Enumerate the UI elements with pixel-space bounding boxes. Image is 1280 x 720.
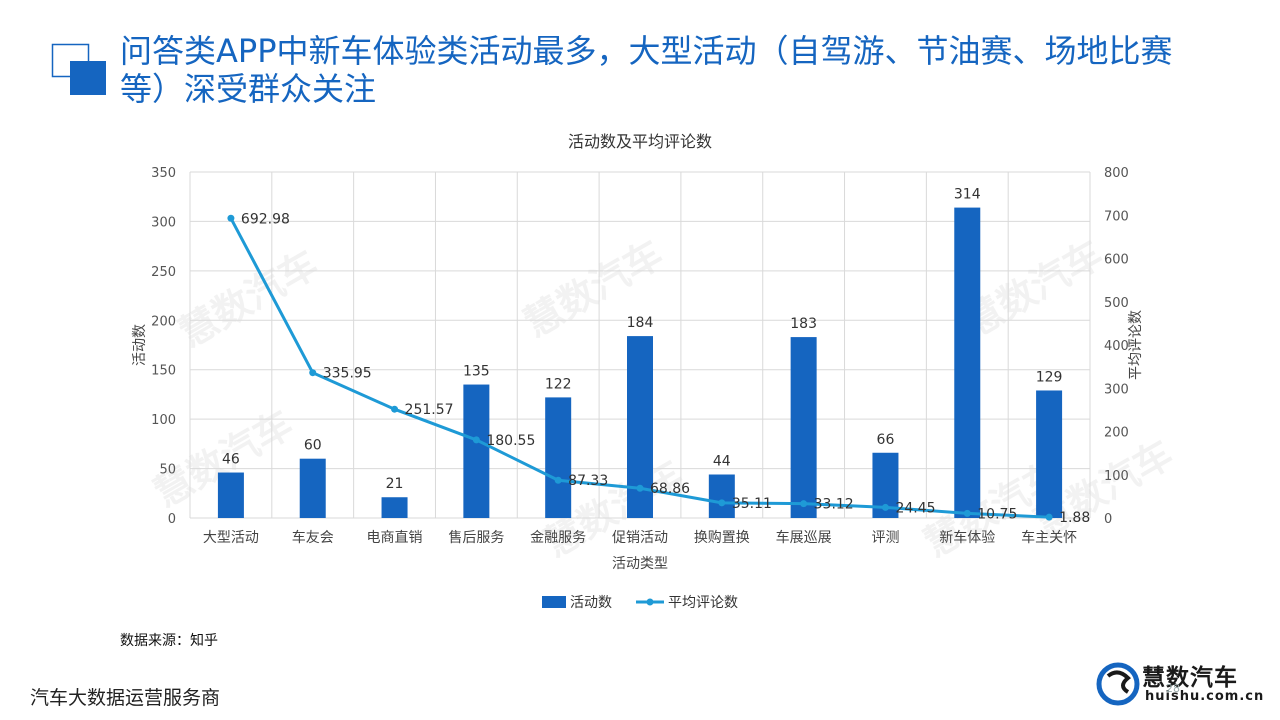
title-decoration [51, 43, 106, 95]
bar-data-label: 135 [463, 364, 490, 380]
x-tick-label: 新车体验 [939, 529, 995, 546]
line-point [227, 214, 235, 222]
x-tick-label: 评测 [871, 530, 899, 546]
bar-data-label: 46 [222, 452, 240, 468]
x-tick-label: 促销活动 [612, 530, 668, 546]
legend-bar-swatch [542, 596, 566, 608]
page-number: 28 [1166, 682, 1180, 695]
legend-line-marker [646, 598, 654, 606]
combo-chart: 慧数汽车慧数汽车慧数汽车慧数汽车慧数汽车慧数汽车慧数汽车活动数及平均评论数050… [132, 132, 1180, 611]
bar [954, 207, 981, 519]
y2-axis-title: 平均评论数 [1128, 310, 1144, 380]
y-tick-label: 350 [151, 166, 176, 181]
line-data-label: 335.95 [323, 366, 372, 382]
source-note: 数据来源：知乎 [120, 633, 218, 649]
watermark-text: 慧数汽车 [172, 242, 326, 356]
line-point [391, 405, 399, 413]
bar [381, 497, 408, 518]
x-tick-label: 金融服务 [530, 530, 586, 546]
legend-bar-label: 活动数 [570, 595, 612, 611]
y2-tick-label: 0 [1104, 512, 1112, 527]
logo-name: 慧数汽车 [1142, 665, 1238, 691]
footer-text: 汽车大数据运营服务商 [30, 687, 221, 709]
bar [217, 472, 244, 518]
y-tick-label: 200 [151, 314, 176, 329]
y2-tick-label: 300 [1104, 382, 1129, 397]
x-tick-label: 车展巡展 [776, 529, 832, 546]
x-tick-label: 大型活动 [203, 530, 259, 546]
bar [299, 458, 326, 518]
y2-tick-label: 100 [1104, 469, 1129, 484]
x-tick-label: 车友会 [292, 529, 334, 546]
bar-data-label: 184 [627, 315, 654, 331]
y-tick-label: 300 [151, 215, 176, 230]
bar [545, 397, 572, 518]
line-data-label: 87.33 [568, 473, 608, 489]
line-point [881, 503, 889, 511]
bar [790, 337, 817, 518]
bar-data-label: 122 [545, 376, 572, 392]
x-tick-label: 电商直销 [367, 529, 423, 546]
bar-data-label: 66 [877, 432, 895, 448]
line-data-label: 180.55 [486, 433, 535, 449]
line-point [554, 476, 562, 484]
line-data-label: 33.12 [814, 497, 854, 513]
y2-tick-label: 500 [1104, 296, 1129, 311]
line-data-label: 10.75 [977, 506, 1017, 522]
line-point [718, 499, 726, 507]
y-tick-label: 150 [151, 364, 176, 379]
y-axis-title: 活动数 [132, 324, 148, 366]
bar [463, 384, 490, 518]
bar-data-label: 60 [304, 438, 322, 454]
x-tick-label: 售后服务 [448, 530, 504, 546]
bar-data-label: 21 [386, 476, 404, 492]
line-data-label: 35.11 [732, 496, 772, 512]
line-data-label: 1.88 [1059, 510, 1090, 526]
line-point [800, 500, 808, 508]
bar-data-label: 129 [1036, 369, 1063, 385]
y-tick-label: 0 [168, 512, 176, 527]
bar [708, 474, 735, 518]
legend-line-label: 平均评论数 [668, 595, 738, 611]
line-point [963, 509, 971, 517]
huishu-logo-icon [1096, 662, 1140, 706]
x-tick-label: 车主关怀 [1021, 529, 1077, 546]
y2-tick-label: 400 [1104, 339, 1129, 354]
line-point [1045, 513, 1053, 521]
bar-data-label: 314 [954, 187, 981, 203]
y2-tick-label: 600 [1104, 253, 1129, 268]
bar [1036, 390, 1063, 518]
line-point [636, 484, 644, 492]
line-point [309, 369, 317, 377]
bar-data-label: 44 [713, 454, 731, 470]
y2-tick-label: 800 [1104, 166, 1129, 181]
bar-data-label: 183 [790, 316, 817, 332]
y2-tick-label: 200 [1104, 426, 1129, 441]
line-data-label: 24.45 [895, 500, 935, 516]
y-tick-label: 250 [151, 265, 176, 280]
line-data-label: 68.86 [650, 481, 690, 497]
y-tick-label: 50 [159, 463, 176, 478]
line-point [472, 436, 480, 444]
logo-url: huishu.com.cn [1145, 689, 1265, 704]
line-data-label: 251.57 [405, 402, 454, 418]
line-data-label: 692.98 [241, 211, 290, 227]
x-tick-label: 换购置换 [694, 529, 750, 546]
page-title: 问答类APP中新车体验类活动最多，大型活动（自驾游、节油赛、场地比赛等）深受群众… [120, 32, 1173, 108]
y-tick-label: 100 [151, 413, 176, 428]
x-axis-title: 活动类型 [612, 556, 668, 572]
y2-tick-label: 700 [1104, 209, 1129, 224]
chart-title: 活动数及平均评论数 [568, 132, 712, 151]
